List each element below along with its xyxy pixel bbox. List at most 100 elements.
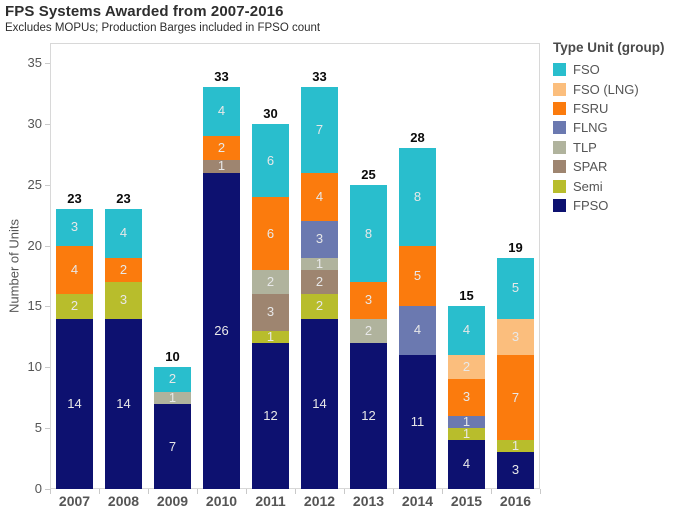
legend-item-fso[interactable]: FSO [553,60,664,79]
bar-segment-value: 1 [266,328,275,344]
x-axis-category-label: 2010 [205,493,238,509]
x-tick-mark [99,489,100,494]
x-axis-category-label: 2015 [450,493,483,509]
y-tick-label: 35 [27,55,42,70]
y-tick-label: 5 [34,420,42,436]
legend-item-label: FPSO [573,197,609,213]
x-axis-category-label: 2008 [107,493,140,509]
bar-segment-fpso[interactable]: 14 [56,318,93,489]
bar-segment-value: 2 [119,261,128,277]
x-tick-mark [540,489,541,494]
bar-segment-value: 2 [315,298,324,314]
x-tick-mark [442,489,443,494]
bar-segment-fso-lng-[interactable]: 3 [497,318,534,356]
legend-item-semi[interactable]: Semi [553,176,664,195]
bar-segment-spar[interactable]: 2 [301,269,338,295]
bar-segment-value: 2 [266,273,275,289]
bar-segment-semi[interactable]: 2 [56,294,93,319]
bar-segment-fso[interactable]: 4 [448,306,485,356]
bar-segment-spar[interactable]: 3 [252,294,289,331]
bar-segment-value: 3 [119,292,128,308]
y-tick-label: 10 [27,359,42,375]
legend-item-spar[interactable]: SPAR [553,157,664,176]
bar-segment-fsru[interactable]: 2 [105,257,142,283]
bar-total-label: 19 [508,239,523,255]
bar-segment-fsru[interactable]: 4 [301,172,338,222]
bar-segment-value: 11 [410,414,425,430]
bar-segment-fpso[interactable]: 3 [497,452,534,489]
bar-segment-value: 3 [315,231,324,247]
bar-segment-fsru[interactable]: 7 [497,355,534,441]
legend-item-label: FLNG [573,120,608,136]
bar-segment-fpso[interactable]: 12 [350,342,387,489]
bar-segment-semi[interactable]: 3 [105,282,142,319]
bar-segment-fpso[interactable]: 14 [105,318,142,489]
x-axis-category-label: 2012 [303,493,336,509]
bar-segment-fso[interactable]: 4 [105,209,142,258]
bar-segment-tlp[interactable]: 1 [301,255,338,271]
bar-segment-fso[interactable]: 6 [252,123,289,197]
bar-segment-value: 5 [413,267,422,283]
bar-segment-value: 7 [315,122,324,138]
bar-segment-fpso[interactable]: 11 [399,355,436,489]
bar-segment-fso[interactable]: 4 [203,87,240,136]
bar-segment-fsru[interactable]: 2 [203,136,240,161]
x-tick-mark [393,489,394,494]
y-tick-mark [45,245,50,247]
bar-total-label: 25 [361,166,376,182]
bar-segment-tlp[interactable]: 1 [154,391,191,404]
bar-segment-fsru[interactable]: 4 [56,245,93,295]
y-tick-label: 0 [34,481,42,496]
bar-segment-tlp[interactable]: 2 [350,318,387,343]
bar-segment-semi[interactable]: 2 [301,294,338,319]
legend-item-tlp[interactable]: TLP [553,138,664,157]
bar-segment-fso[interactable]: 7 [301,87,338,173]
bar-segment-tlp[interactable]: 2 [252,269,289,295]
bar-segment-value: 1 [315,255,324,271]
x-tick-mark [295,489,296,494]
bar-segment-flng[interactable]: 1 [448,415,485,429]
bar-segment-fsru[interactable]: 3 [448,379,485,416]
legend: Type Unit (group) FSO FSO (LNG) FSRU FLNG TL… [553,40,664,215]
x-axis-category-label: 2013 [352,493,385,509]
bar-segment-fso[interactable]: 8 [350,184,387,283]
bar-segment-value: 2 [315,273,324,289]
bar-segment-fsru[interactable]: 5 [399,245,436,307]
bar-segment-spar[interactable]: 1 [203,159,240,173]
legend-item-fpso[interactable]: FPSO [553,196,664,215]
bar-segment-fso[interactable]: 5 [497,257,534,319]
bar-total-label: 23 [116,191,131,207]
bar-segment-fpso[interactable]: 7 [154,403,191,489]
bar-segment-flng[interactable]: 4 [399,306,436,356]
y-tick-label: 30 [27,115,42,131]
bar-segment-flng[interactable]: 3 [301,221,338,258]
legend-item-fso-lng-[interactable]: FSO (LNG) [553,79,664,98]
legend-item-flng[interactable]: FLNG [553,118,664,137]
bar-segment-value: 4 [217,103,226,119]
legend-item-fsru[interactable]: FSRU [553,99,664,118]
bar-segment-fpso[interactable]: 4 [448,440,485,489]
bar-segment-fpso[interactable]: 26 [203,172,240,489]
bar-segment-fpso[interactable]: 14 [301,318,338,489]
legend-item-label: SPAR [573,159,608,175]
bar-segment-fsru[interactable]: 6 [252,196,289,270]
bar-segment-semi[interactable]: 1 [252,328,289,344]
legend-swatch-icon [553,198,566,212]
bar-segment-fso[interactable]: 8 [399,148,436,246]
bar-segment-value: 4 [119,225,128,241]
y-tick-label: 15 [27,298,42,314]
bar-segment-value: 12 [263,407,278,423]
bar-segment-value: 4 [413,322,422,338]
bar-segment-fso[interactable]: 3 [56,209,93,246]
bar-segment-semi[interactable]: 1 [448,427,485,441]
chart-title: FPS Systems Awarded from 2007-2016 [5,3,284,20]
bar-segment-fpso[interactable]: 12 [252,342,289,489]
bar-total-label: 33 [214,69,229,85]
bar-segment-semi[interactable]: 1 [497,439,534,453]
bar-segment-fso-lng-[interactable]: 2 [448,355,485,380]
bar-segment-value: 7 [168,438,177,454]
bar-segment-value: 3 [511,462,520,478]
bar-segment-fso[interactable]: 2 [154,367,191,392]
y-tick-mark [45,428,50,430]
bar-segment-fsru[interactable]: 3 [350,282,387,319]
